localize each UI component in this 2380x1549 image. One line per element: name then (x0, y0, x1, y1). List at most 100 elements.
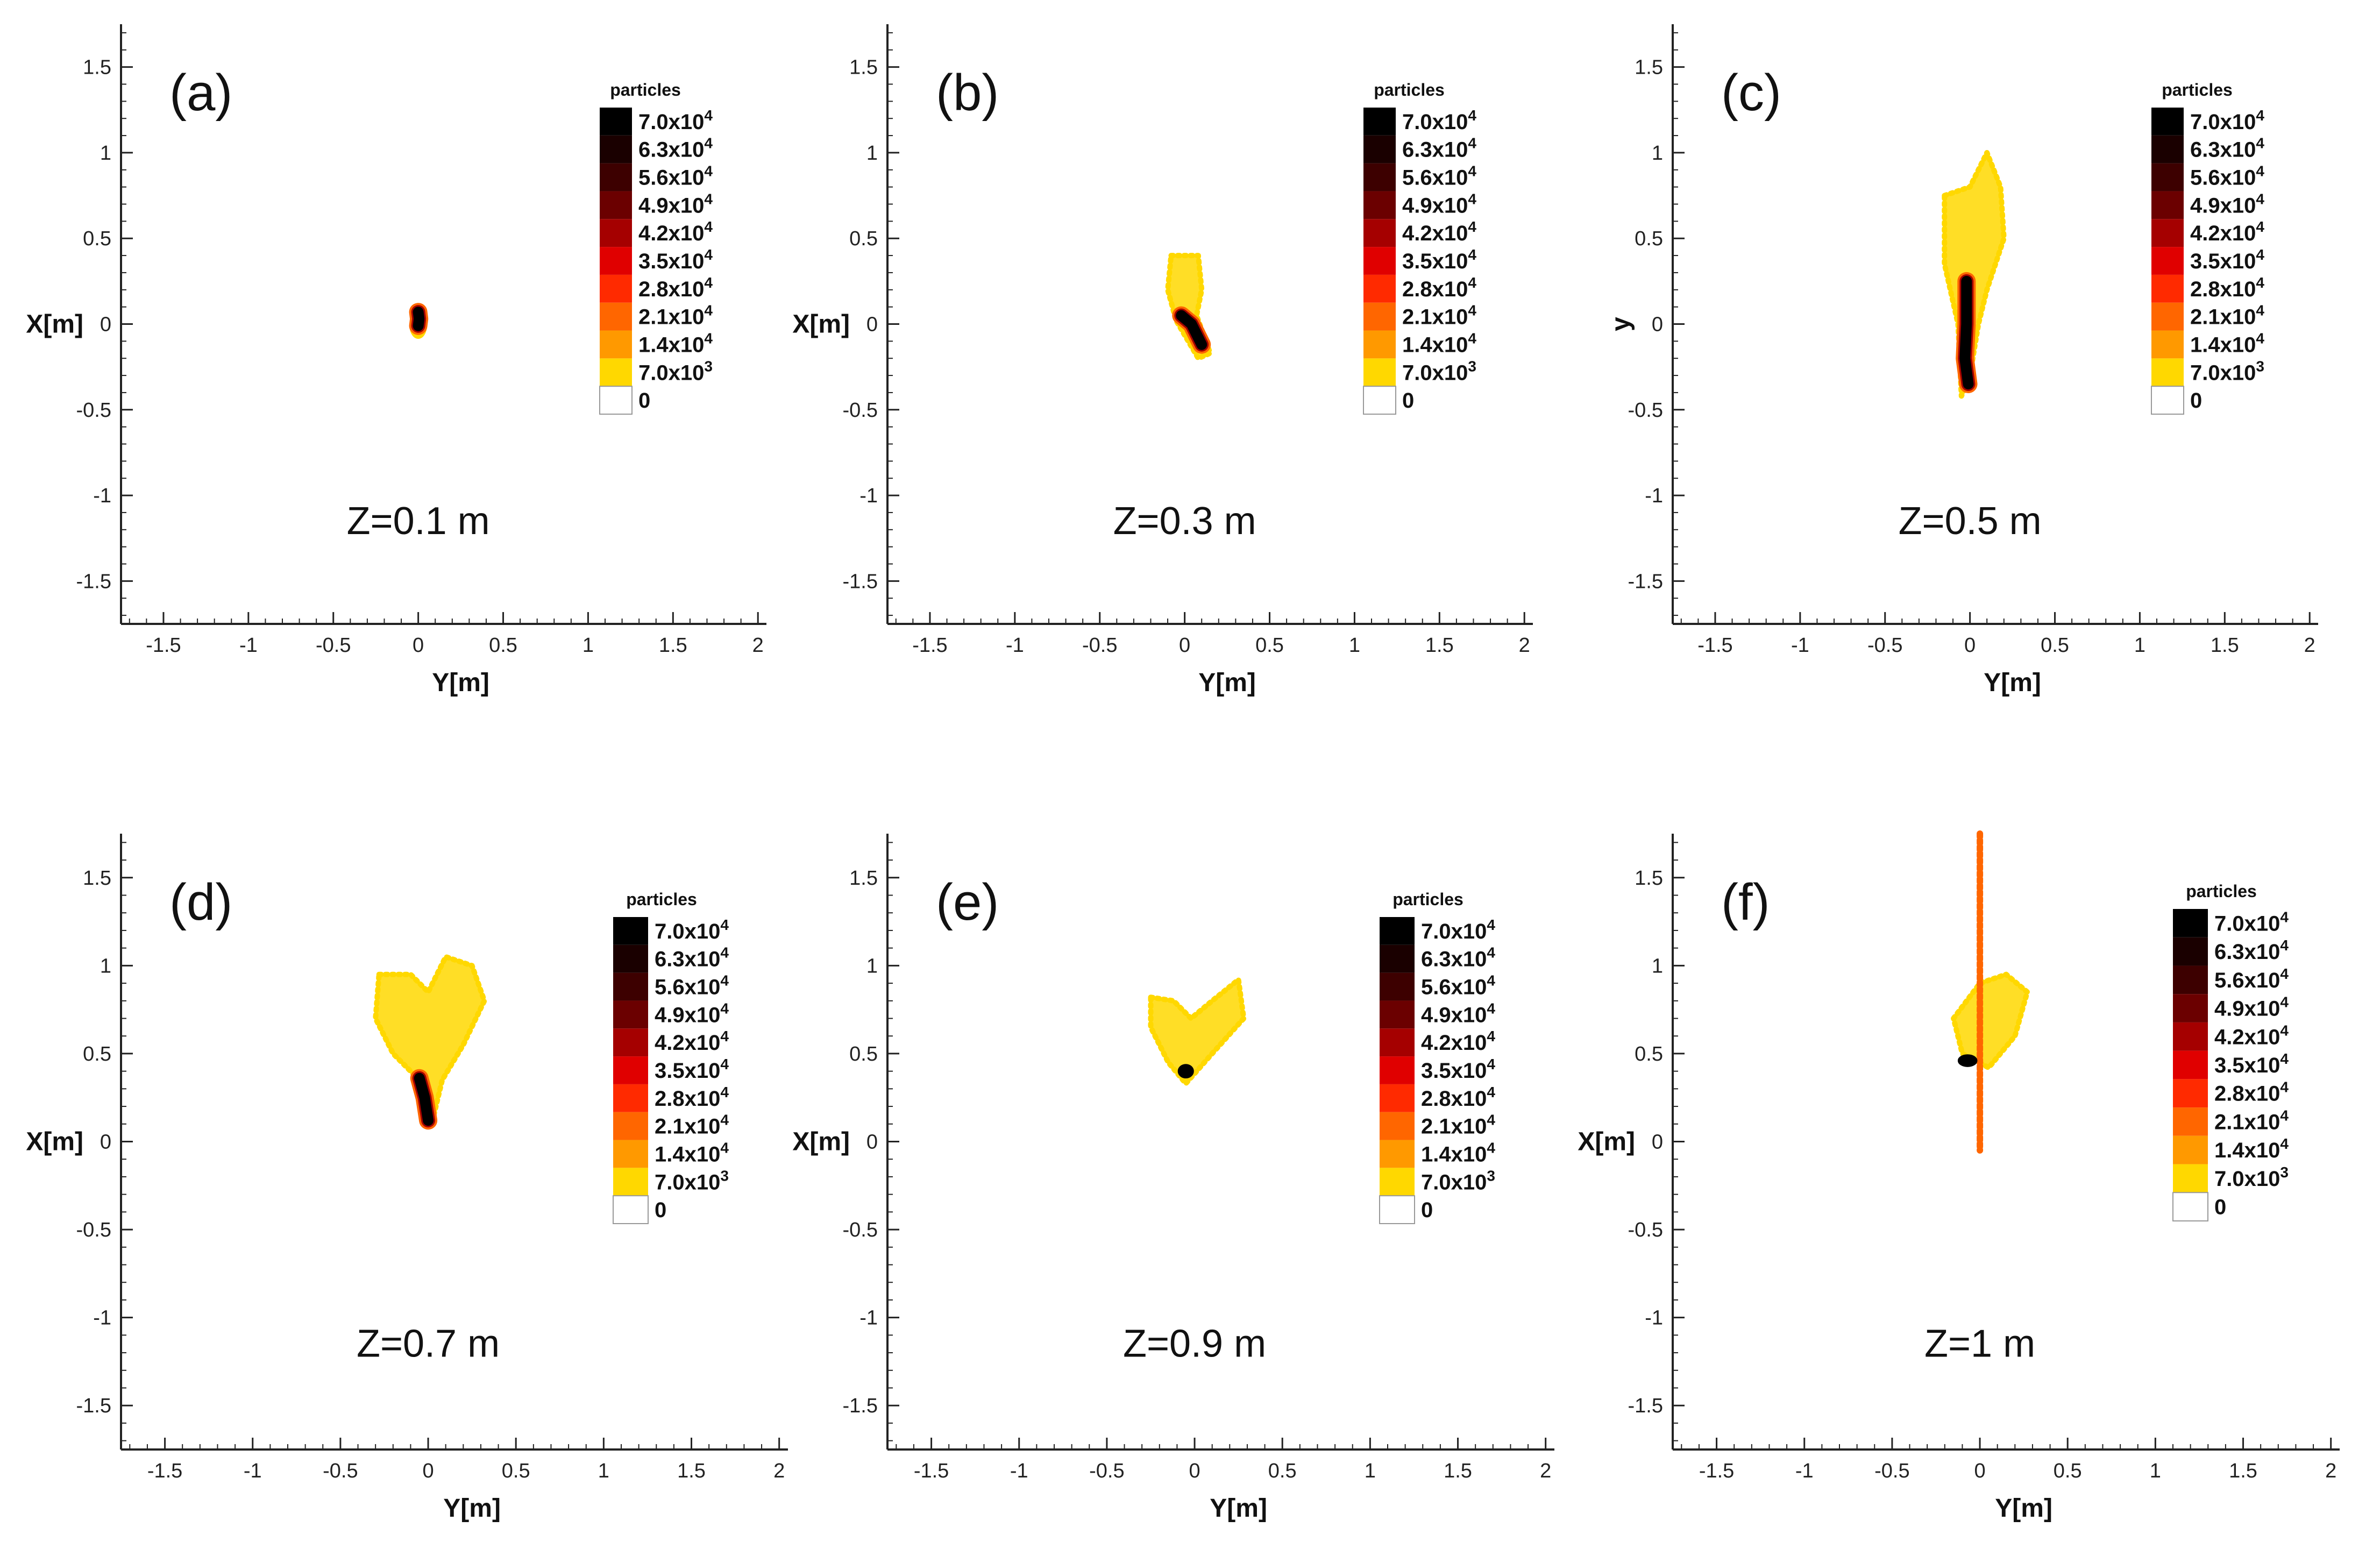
x-tick-label: -0.5 (1082, 634, 1117, 657)
y-tick-label: -1.5 (843, 570, 878, 593)
colorbar-swatch (1363, 219, 1396, 247)
z-level-label: Z=0.9 m (1123, 1323, 1266, 1366)
colorbar-level-label: 2.1x104 (638, 302, 713, 329)
x-tick-label: 1 (598, 1460, 609, 1482)
particle-region-core (414, 1072, 434, 1126)
colorbar-swatch (2151, 302, 2184, 331)
colorbar-swatch (1363, 358, 1396, 387)
colorbar-level-label: 5.6x104 (1402, 163, 1476, 190)
x-tick-label: 1 (1349, 634, 1360, 657)
x-tick-label: -1.5 (914, 1460, 949, 1482)
x-tick-label: 0 (413, 634, 424, 657)
y-tick-label: -1.5 (1628, 570, 1663, 593)
y-tick-label: 1 (100, 142, 111, 165)
y-tick-label: -0.5 (76, 1219, 111, 1241)
x-tick-label: 2 (1540, 1460, 1551, 1482)
colorbar-swatch (613, 1195, 649, 1225)
colorbar-level-label: 4.2x104 (638, 218, 713, 245)
x-tick-label: -1.5 (1699, 1460, 1734, 1482)
panel-e: -1.5 -1 -0.5 0 0.5 1 1.5 2 -1.5 -1 -0.5 0 0.5 1 1.5 Y[m… (792, 834, 1554, 1523)
colorbar-swatch (1363, 330, 1396, 359)
colorbar-swatch (600, 191, 632, 219)
y-tick-label: 0.5 (849, 1043, 878, 1065)
colorbar-swatch (613, 917, 648, 945)
colorbar-level-label: 4.2x104 (2214, 1022, 2289, 1049)
panel-label: (b) (936, 64, 999, 122)
colorbar-level-label: 0 (2190, 389, 2202, 413)
x-tick-label: -1.5 (912, 634, 947, 657)
colorbar-level-label: 4.9x104 (1402, 190, 1476, 217)
y-tick-label: -1 (1645, 485, 1663, 507)
particle-region-low (373, 954, 487, 1127)
y-tick-label: 0.5 (1635, 228, 1663, 250)
colorbar-swatch (1363, 191, 1396, 219)
panel-c: -1.5 -1 -0.5 0 0.5 1 1.5 2 -1.5 -1 -0.5 0 0.5 1 1.5 Y[m… (1607, 24, 2318, 697)
colorbar-level-label: 6.3x104 (2214, 937, 2289, 964)
colorbar-swatch (2173, 1135, 2208, 1164)
y-tick-label: -1 (1645, 1307, 1663, 1330)
x-tick-label: 1 (582, 634, 594, 657)
x-tick-label: -1 (244, 1460, 262, 1482)
x-tick-label: -0.5 (316, 634, 351, 657)
y-tick-label: -1 (859, 1307, 878, 1330)
x-tick-label: 0 (1964, 634, 1976, 657)
colorbar-level-label: 5.6x104 (2190, 163, 2264, 190)
colorbar: particles 7.0x1046.3x1045.6x1044.9x1044.2… (599, 80, 713, 415)
x-tick-label: 1.5 (1444, 1460, 1472, 1482)
x-tick-label: -1 (1791, 634, 1809, 657)
colorbar-level-label: 7.0x103 (2190, 358, 2264, 385)
x-tick-label: -1.5 (1697, 634, 1732, 657)
colorbar-level-label: 7.0x104 (2190, 107, 2264, 134)
colorbar-swatch (613, 1140, 648, 1168)
colorbar: particles 7.0x1046.3x1045.6x1044.9x1044.2… (613, 890, 729, 1225)
colorbar-swatch (600, 219, 632, 247)
colorbar-level-label: 4.9x104 (2214, 994, 2289, 1021)
x-tick-label: 1 (1365, 1460, 1376, 1482)
x-tick-label: 0.5 (2041, 634, 2069, 657)
y-axis-label: X[m] (792, 1128, 850, 1156)
colorbar-level-label: 1.4x104 (2214, 1135, 2289, 1162)
y-tick-label: 0 (866, 314, 878, 336)
x-tick-label: 0 (1189, 1460, 1200, 1482)
colorbar-level-label: 6.3x104 (655, 944, 729, 971)
colorbar-swatch (1363, 108, 1396, 136)
colorbar-level-label: 3.5x104 (638, 246, 713, 273)
colorbar-level-label: 0 (638, 389, 650, 413)
y-tick-label: -0.5 (76, 399, 111, 422)
y-tick-label: -0.5 (843, 1219, 878, 1241)
colorbar-swatch (2173, 909, 2208, 937)
colorbar-level-label: 3.5x104 (2214, 1050, 2289, 1077)
y-tick-label: -1.5 (76, 570, 111, 593)
colorbar-level-label: 4.2x104 (1421, 1028, 1495, 1055)
colorbar-level-label: 6.3x104 (2190, 135, 2264, 162)
x-tick-label: 0.5 (2054, 1460, 2082, 1482)
y-tick-label: 0 (100, 314, 111, 336)
colorbar-level-label: 7.0x103 (1402, 358, 1476, 385)
x-tick-label: 0 (1974, 1460, 1985, 1482)
x-tick-label: -1.5 (147, 1460, 182, 1482)
colorbar-swatch (1379, 1195, 1415, 1225)
colorbar-level-label: 7.0x103 (1421, 1167, 1495, 1194)
panel-b: -1.5 -1 -0.5 0 0.5 1 1.5 2 -1.5 -1 -0.5 0 0.5 1 1.5 Y[m… (792, 24, 1533, 697)
y-axis-label: X[m] (1578, 1128, 1635, 1156)
colorbar-swatch (1363, 274, 1396, 303)
colorbar-swatch (613, 972, 648, 1001)
colorbar-swatch (2173, 1107, 2208, 1136)
colorbar-swatch (2151, 274, 2184, 303)
y-tick-label: 0.5 (83, 1043, 111, 1065)
colorbar-level-label: 6.3x104 (1421, 944, 1495, 971)
colorbar-swatch (1363, 135, 1396, 164)
colorbar-level-label: 3.5x104 (655, 1056, 729, 1083)
y-tick-label: -0.5 (843, 399, 878, 422)
colorbar-swatch (1363, 163, 1396, 191)
colorbar-swatch (613, 1168, 648, 1196)
x-tick-label: 1.5 (1425, 634, 1454, 657)
colorbar-title: particles (1374, 80, 1445, 100)
particle-region-core (413, 307, 425, 331)
x-tick-label: 2 (1519, 634, 1530, 657)
colorbar-swatch (2151, 191, 2184, 219)
colorbar-level-label: 7.0x104 (1402, 107, 1476, 134)
y-tick-label: -1.5 (1628, 1395, 1663, 1417)
colorbar-level-label: 4.2x104 (2190, 218, 2264, 245)
panel-f: -1.5 -1 -0.5 0 0.5 1 1.5 2 -1.5 -1 -0.5 0 0.5 1 1.5 Y[m… (1578, 830, 2340, 1523)
